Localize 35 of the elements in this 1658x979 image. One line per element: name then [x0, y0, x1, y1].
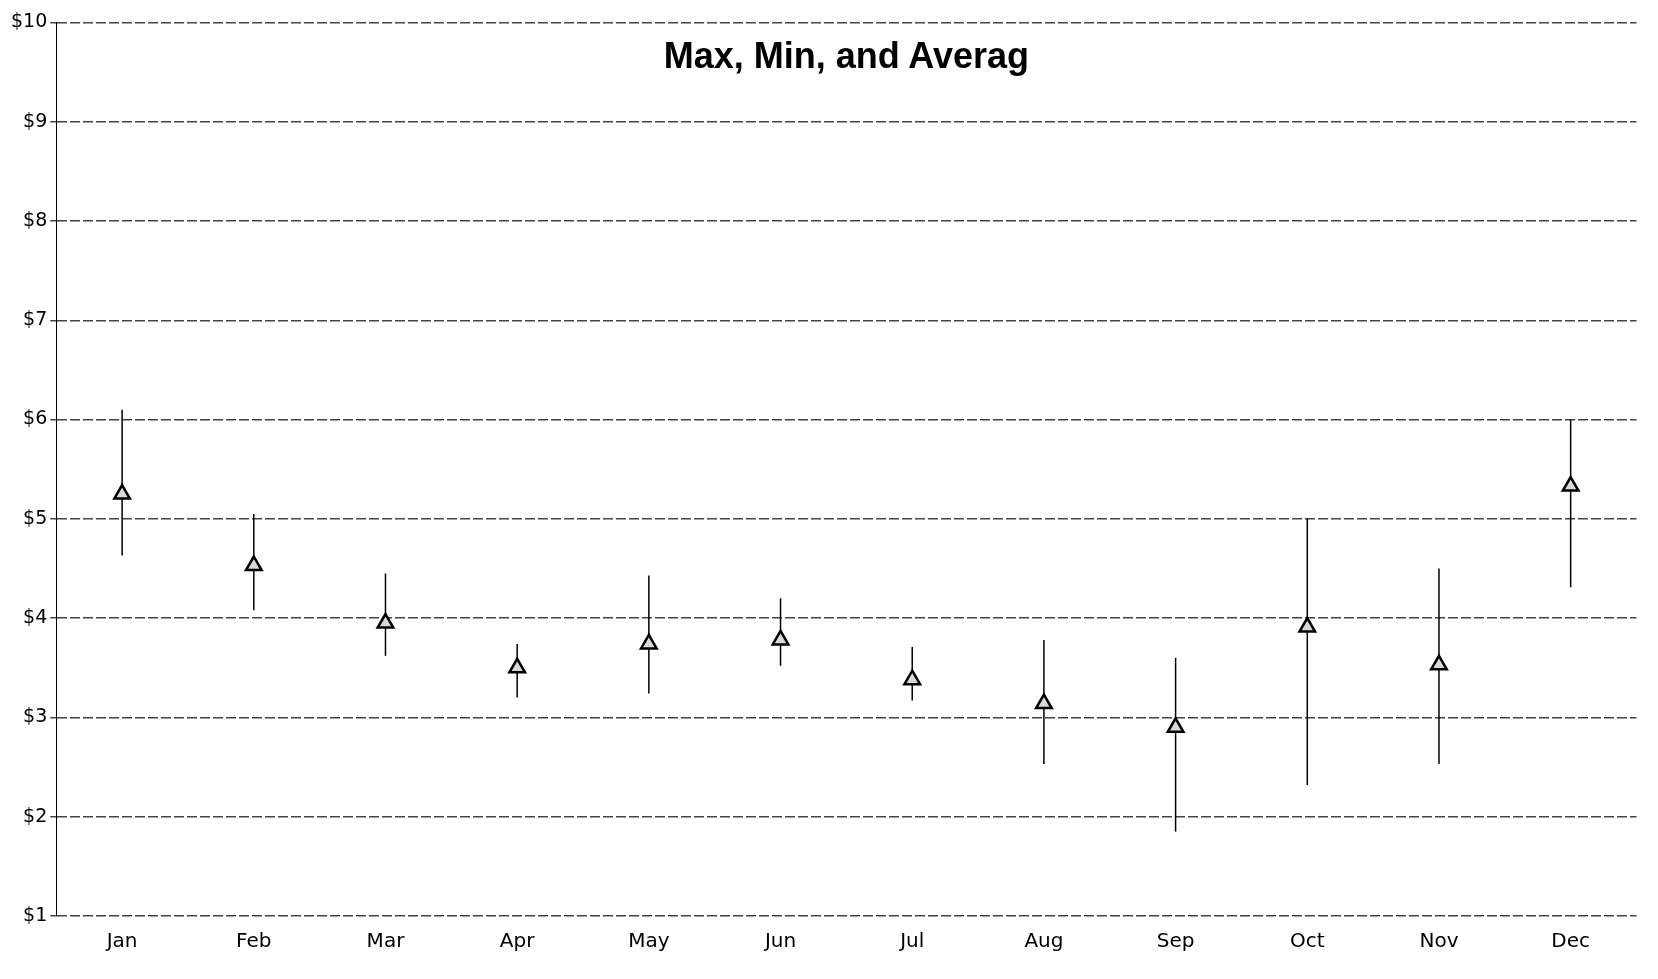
x-tick-label: Feb	[236, 928, 272, 953]
y-tick-label: $9	[23, 108, 48, 131]
x-tick-label: Jan	[104, 928, 138, 953]
point	[1298, 616, 1317, 633]
y-tick-label: $5	[23, 505, 48, 528]
point	[113, 483, 132, 500]
x-tick-label: Jul	[898, 928, 925, 953]
point	[508, 657, 527, 674]
x-tick-label: Mar	[366, 928, 406, 953]
point	[1429, 654, 1449, 671]
point	[376, 612, 395, 629]
point	[771, 629, 790, 646]
x-tick-label: Oct	[1289, 928, 1325, 953]
point	[1034, 693, 1053, 710]
y-tick-label: $10	[11, 9, 48, 32]
x-tick-label: May	[628, 928, 670, 953]
point	[244, 555, 263, 572]
x-tick-label: Apr	[499, 928, 536, 953]
x-tick-label: Nov	[1419, 928, 1459, 953]
point	[903, 669, 922, 686]
y-tick-label: $1	[23, 902, 48, 925]
y-tick-label: $2	[23, 803, 48, 826]
point	[1561, 475, 1580, 492]
x-tick-label: Aug	[1024, 928, 1064, 953]
point	[639, 633, 658, 650]
chart-title: Max, Min, and Averag	[663, 35, 1030, 77]
x-tick-label: Sep	[1156, 928, 1195, 953]
x-tick-label: Dec	[1551, 928, 1591, 953]
y-tick-label: $8	[23, 207, 48, 230]
x-tick-label: Jun	[762, 928, 797, 953]
y-tick-label: $4	[23, 605, 48, 628]
y-tick-label: $7	[23, 307, 48, 330]
y-tick-label: $3	[23, 704, 48, 727]
point	[1166, 717, 1185, 734]
y-tick-label: $6	[23, 406, 48, 429]
